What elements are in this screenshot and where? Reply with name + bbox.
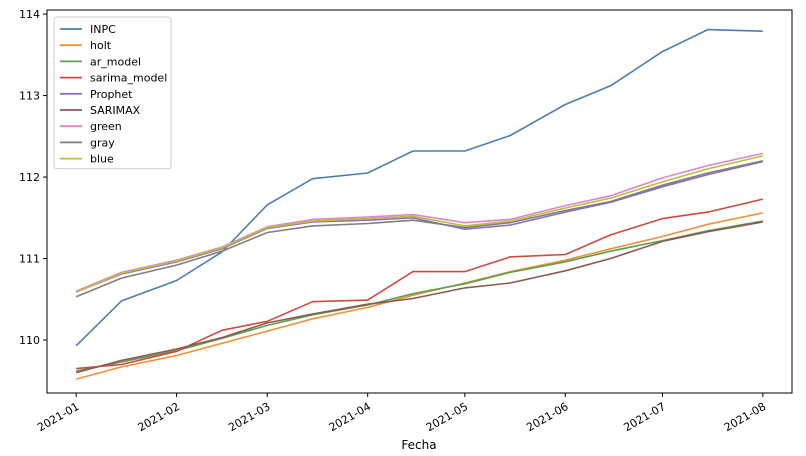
x-tick-label: 2021-08 <box>722 400 768 434</box>
x-tick-label: 2021-01 <box>35 400 81 434</box>
y-tick-label: 110 <box>19 334 40 347</box>
legend-label: INPC <box>90 23 116 36</box>
y-tick-label: 113 <box>19 90 40 103</box>
legend-box <box>53 16 172 170</box>
series-line-7 <box>75 160 763 298</box>
x-axis: 2021-01 2021-02 2021-03 2021-04 2021-05 2021-… <box>35 393 768 434</box>
legend-label: Prophet <box>90 88 133 101</box>
y-tick-label: 112 <box>19 171 40 184</box>
series-line-0 <box>75 28 763 347</box>
x-tick-label: 2021-04 <box>327 400 373 434</box>
legend-label: gray <box>90 136 115 149</box>
x-tick-label: 2021-07 <box>621 400 667 434</box>
legend-label: holt <box>90 39 112 52</box>
series-line-2 <box>76 220 763 372</box>
series-lines <box>75 28 763 380</box>
legend-label: sarima_model <box>90 72 167 85</box>
x-tick-label: 2021-02 <box>136 400 182 434</box>
plot-area-frame <box>46 9 793 394</box>
series-line-4 <box>75 160 763 293</box>
legend-label: ar_model <box>90 55 141 68</box>
legend-label: blue <box>90 153 114 166</box>
x-tick-label: 2021-05 <box>424 400 470 434</box>
y-tick-label: 114 <box>19 8 40 21</box>
y-tick-label: 111 <box>19 253 40 266</box>
y-axis: 110 111 112 113 114 <box>19 8 47 347</box>
x-tick-label: 2021-03 <box>226 400 272 434</box>
series-line-6 <box>75 152 763 292</box>
series-line-5 <box>75 221 763 374</box>
x-axis-title: Fecha <box>401 438 436 452</box>
legend-label: green <box>90 120 122 133</box>
legend-label: SARIMAX <box>90 104 141 117</box>
legend: INPC holt ar_model sarima_model Prophet SARIM… <box>53 16 172 170</box>
series-line-3 <box>76 198 763 370</box>
x-tick-label: 2021-06 <box>524 400 570 434</box>
series-line-1 <box>75 212 763 380</box>
series-line-8 <box>75 155 763 293</box>
